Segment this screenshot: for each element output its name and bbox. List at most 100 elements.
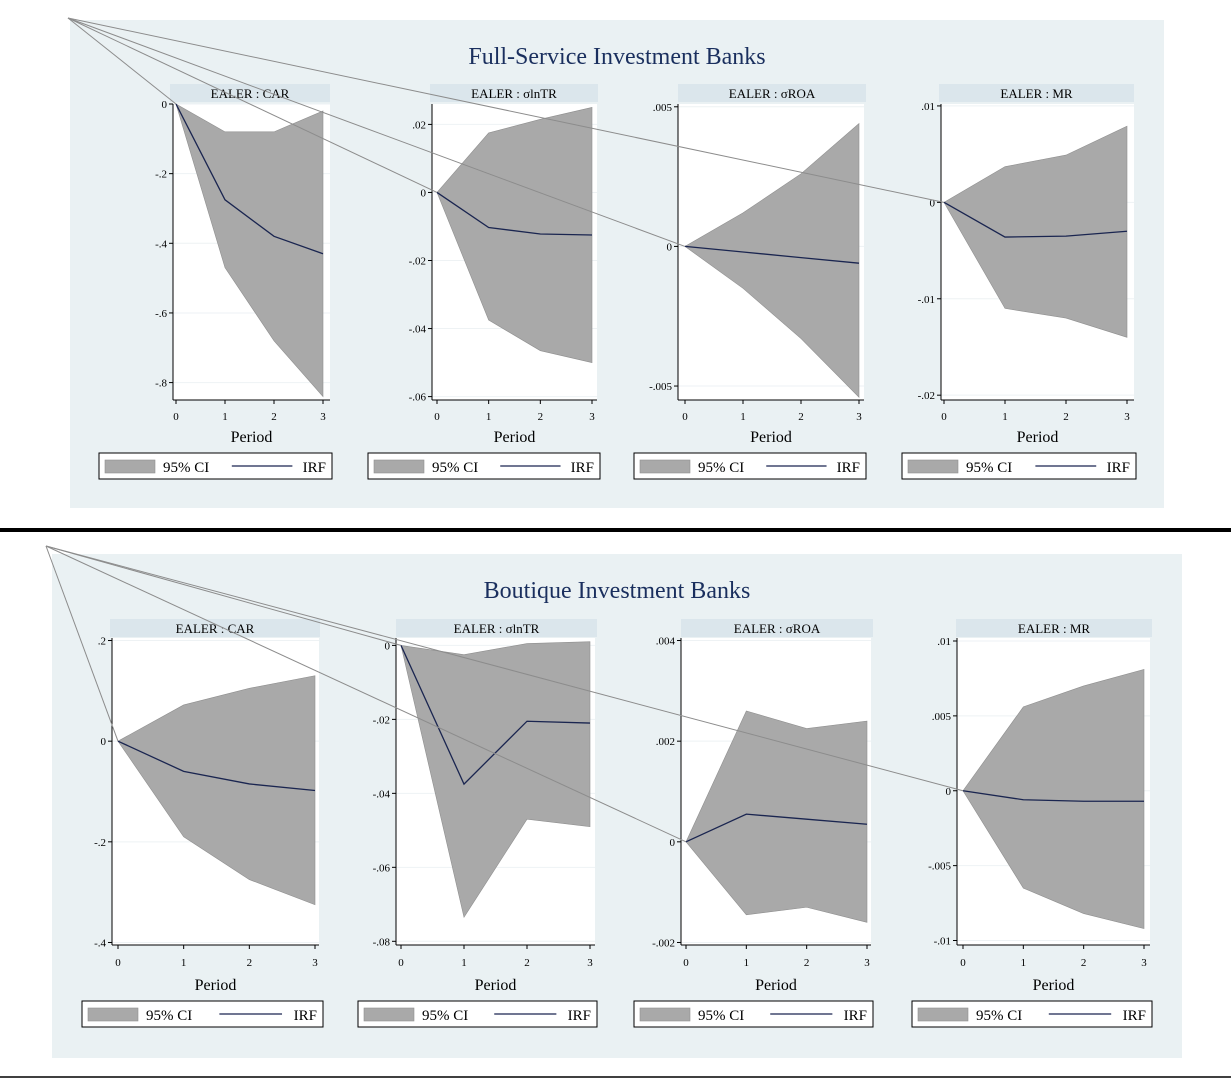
y-tick-label: .01 xyxy=(921,101,935,113)
y-tick-label: -.02 xyxy=(373,714,390,726)
connector-line xyxy=(45,545,402,646)
chart-3: EALER : σROA .004 .002 0 -.002 0 1 2 3 Period 95% … xyxy=(633,619,874,1028)
legend: 95% CI IRF xyxy=(367,452,601,480)
y-tick-label: -.6 xyxy=(155,308,167,320)
ci-band xyxy=(400,641,591,919)
chart-2: EALER : σlnTR .02 0 -.02 -.04 -.06 0 1 2 3 Period 9… xyxy=(367,84,601,480)
legend: 95% CI IRF xyxy=(633,1000,874,1028)
legend-irf-label: IRF xyxy=(837,460,860,476)
y-tick-label: -.8 xyxy=(155,378,167,390)
strip-header xyxy=(170,84,330,102)
x-tick-label: 1 xyxy=(744,957,750,969)
legend-ci-label: 95% CI xyxy=(976,1008,1022,1024)
panel-1: Full-Service Investment Banks EALER : CAR… xyxy=(70,20,1164,508)
legend-irf-label: IRF xyxy=(844,1008,867,1024)
y-tick-label: -.08 xyxy=(373,936,391,948)
y-tick-label: 0 xyxy=(385,640,391,652)
legend-ci-swatch xyxy=(639,459,691,474)
x-axis-title: Period xyxy=(195,977,237,994)
legend-irf-label: IRF xyxy=(303,460,326,476)
x-tick-label: 0 xyxy=(682,411,688,423)
y-tick-label: .005 xyxy=(932,711,952,723)
irf-line xyxy=(962,790,1144,802)
strip-header xyxy=(956,619,1152,637)
chart-1: EALER : CAR 0 -.2 -.4 -.6 -.8 0 1 2 3 Period 95% CI… xyxy=(98,84,333,480)
legend: 95% CI IRF xyxy=(357,1000,598,1028)
x-tick-label: 3 xyxy=(312,957,318,969)
connector-lines xyxy=(45,545,964,843)
y-tick-label: -.005 xyxy=(649,381,672,393)
legend-ci-label: 95% CI xyxy=(432,460,478,476)
legend-ci-label: 95% CI xyxy=(698,1008,744,1024)
x-axis-title: Period xyxy=(1017,429,1059,446)
x-tick-label: 3 xyxy=(1141,957,1147,969)
connector-lines xyxy=(67,17,945,247)
x-tick-label: 0 xyxy=(434,411,440,423)
legend: 95% CI IRF xyxy=(81,1000,324,1028)
y-tick-label: -.02 xyxy=(409,256,426,268)
legend-ci-label: 95% CI xyxy=(698,460,744,476)
legend-ci-swatch xyxy=(87,1007,139,1022)
legend-ci-swatch xyxy=(907,459,959,474)
y-tick-label: -.04 xyxy=(373,788,391,800)
legend: 95% CI IRF xyxy=(633,452,867,480)
x-tick-label: 0 xyxy=(683,957,689,969)
strip-header xyxy=(430,84,598,102)
legend-ci-label: 95% CI xyxy=(163,460,209,476)
panel-title: Boutique Investment Banks xyxy=(484,578,751,604)
connector-line xyxy=(45,545,964,792)
y-tick-label: .004 xyxy=(656,636,676,648)
chart-4: EALER : MR .01 0 -.01 -.02 0 1 2 3 Period 95% CI IR… xyxy=(901,84,1137,480)
y-tick-label: -.4 xyxy=(155,238,167,250)
x-tick-label: 2 xyxy=(804,957,810,969)
y-tick-label: -.06 xyxy=(409,392,427,404)
y-tick-label: 0 xyxy=(670,837,676,849)
x-tick-label: 2 xyxy=(524,957,530,969)
x-tick-label: 3 xyxy=(1124,411,1130,423)
y-tick-label: -.02 xyxy=(918,390,935,402)
x-tick-label: 3 xyxy=(320,411,326,423)
legend-irf-label: IRF xyxy=(571,460,594,476)
legend-ci-label: 95% CI xyxy=(966,460,1012,476)
legend: 95% CI IRF xyxy=(911,1000,1153,1028)
y-tick-label: -.2 xyxy=(155,169,167,181)
strip-label: EALER : σROA xyxy=(729,86,816,101)
ci-band xyxy=(962,669,1145,929)
irf-line xyxy=(117,740,316,792)
y-tick-label: .02 xyxy=(412,119,426,131)
x-tick-label: 2 xyxy=(1063,411,1069,423)
irf-line xyxy=(684,245,860,264)
strip-header xyxy=(939,84,1134,102)
chart-3: EALER : σROA .005 0 -.005 0 1 2 3 Period 95% CI IR… xyxy=(633,84,867,480)
x-tick-label: 0 xyxy=(115,957,121,969)
y-tick-label: -.005 xyxy=(928,861,951,873)
strip-label: EALER : σROA xyxy=(734,621,821,636)
x-tick-label: 1 xyxy=(222,411,228,423)
y-tick-label: -.2 xyxy=(94,837,106,849)
legend-irf-label: IRF xyxy=(1107,460,1130,476)
connector-line xyxy=(45,545,119,742)
y-tick-label: .01 xyxy=(937,636,951,648)
y-tick-label: .2 xyxy=(98,636,106,648)
x-tick-label: 1 xyxy=(486,411,492,423)
x-tick-label: 0 xyxy=(960,957,966,969)
y-tick-label: -.4 xyxy=(94,937,106,949)
y-tick-label: .005 xyxy=(653,102,673,114)
legend-ci-swatch xyxy=(639,1007,691,1022)
connector-line xyxy=(67,17,686,247)
chart-4: EALER : MR .01 .005 0 -.005 -.01 0 1 2 3 Period 95%… xyxy=(911,619,1153,1028)
connector-line xyxy=(67,17,945,203)
strip-label: EALER : σlnTR xyxy=(471,86,557,101)
legend: 95% CI IRF xyxy=(98,452,333,480)
legend-irf-label: IRF xyxy=(568,1008,591,1024)
legend-ci-swatch xyxy=(373,459,425,474)
x-tick-label: 1 xyxy=(1002,411,1008,423)
x-tick-label: 0 xyxy=(398,957,404,969)
legend-irf-label: IRF xyxy=(1123,1008,1146,1024)
irf-line xyxy=(685,813,868,843)
strip-header xyxy=(681,619,873,637)
strip-header xyxy=(396,619,597,637)
